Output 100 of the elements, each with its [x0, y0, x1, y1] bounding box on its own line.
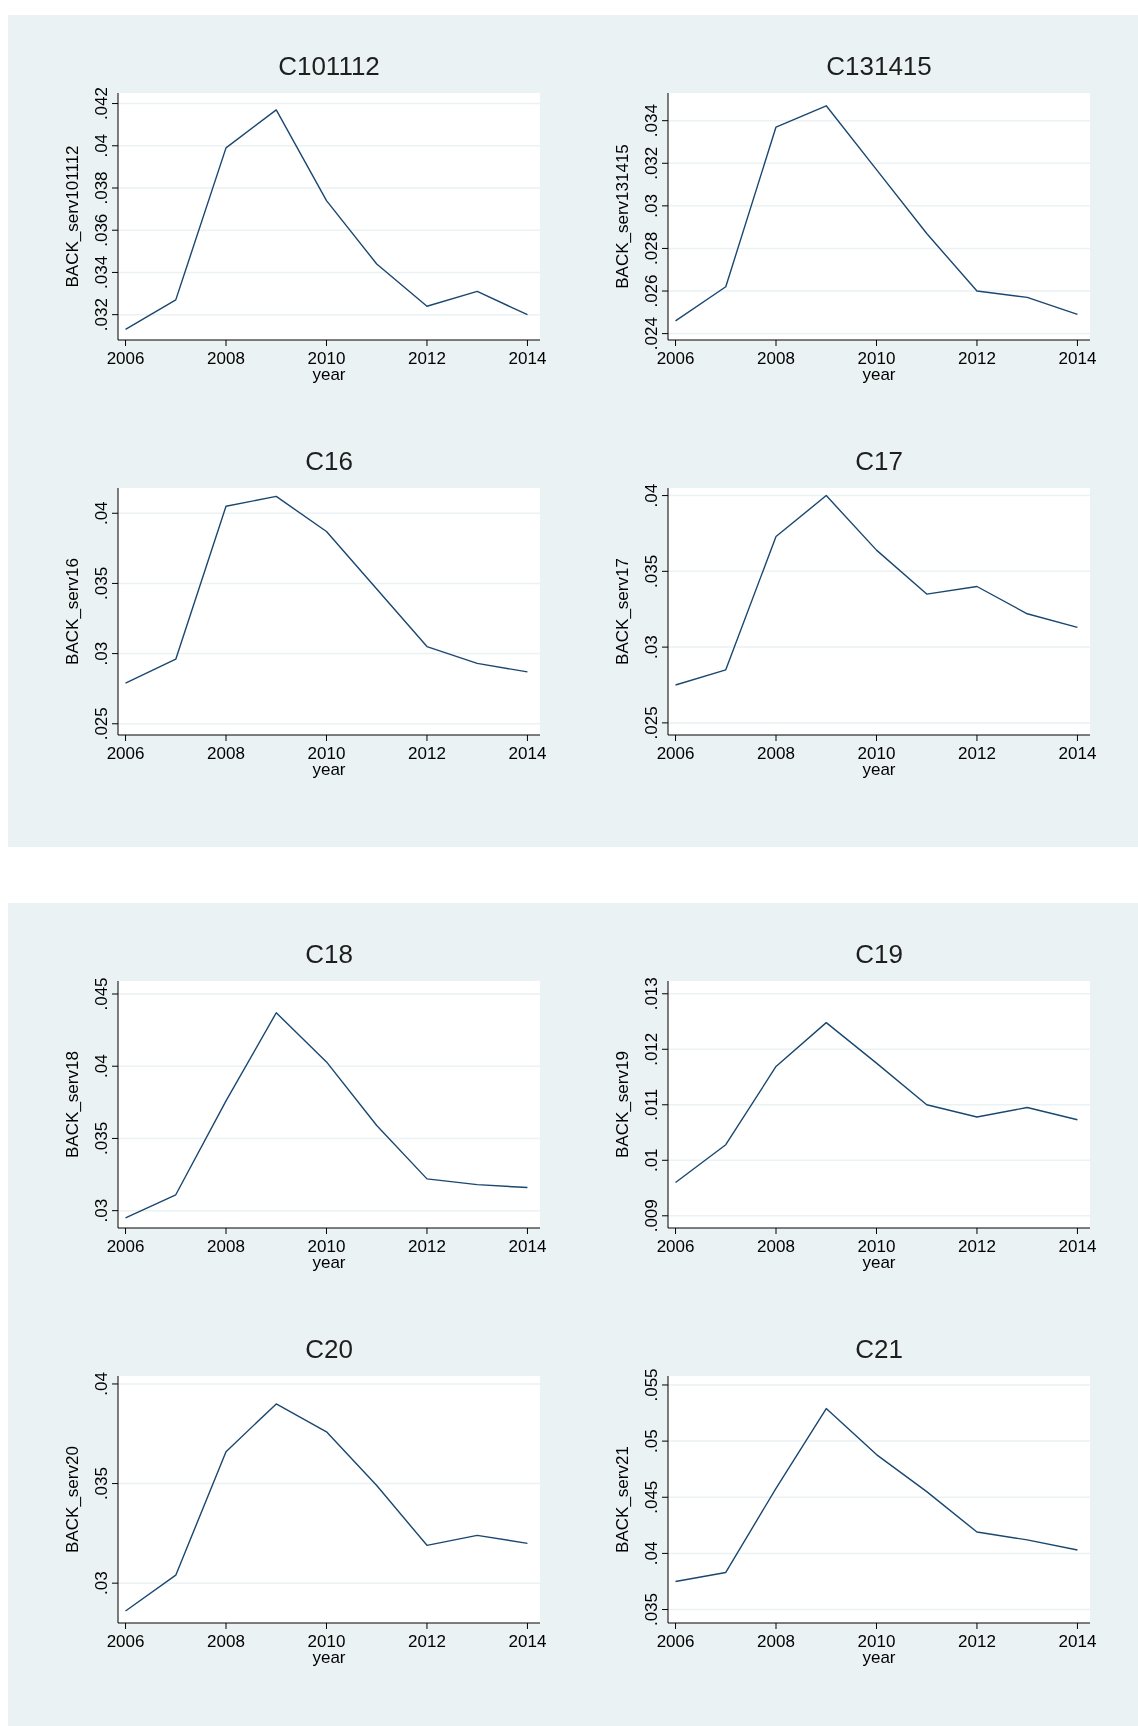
x-tick-label: 2006	[106, 1632, 145, 1651]
x-tick-label: 2010	[857, 1237, 896, 1256]
y-tick-label: .03	[642, 635, 661, 659]
x-tick-label: 2006	[656, 1632, 695, 1651]
y-tick-label: .04	[92, 1372, 111, 1396]
chart-title: C101112	[278, 51, 380, 81]
x-tick-label: 2010	[307, 349, 346, 368]
x-tick-label: 2014	[1058, 1237, 1097, 1256]
x-tick-label: 2008	[757, 744, 795, 763]
line-series	[674, 105, 1079, 322]
y-tick-label: .035	[92, 1121, 111, 1155]
y-tick-label: .026	[642, 274, 661, 308]
x-tick-label: 2014	[1058, 744, 1097, 763]
line-series	[674, 1407, 1079, 1583]
y-tick-label: .025	[642, 706, 661, 740]
y-tick-label: .055	[642, 1368, 661, 1402]
y-tick-label: .035	[642, 1592, 661, 1627]
x-tick-label: 2014	[508, 1237, 547, 1256]
y-tick-label: .03	[92, 1198, 111, 1223]
line-series	[124, 495, 529, 684]
y-tick-label: .04	[642, 1541, 661, 1566]
x-tick-label: 2006	[656, 349, 695, 368]
y-axis-title: BACK_serv16	[63, 558, 82, 665]
y-tick-label: .013	[642, 977, 661, 1011]
y-axis-title: BACK_serv18	[63, 1051, 82, 1158]
y-tick-label: .012	[642, 1032, 661, 1066]
y-tick-label: .032	[642, 146, 661, 180]
x-tick-label: 2006	[106, 1237, 145, 1256]
y-tick-label: .034	[642, 104, 661, 138]
x-tick-label: 2010	[857, 1632, 896, 1651]
y-tick-label: .04	[92, 133, 111, 158]
x-tick-label: 2006	[106, 349, 145, 368]
x-axis-title: year	[862, 365, 896, 384]
y-tick-label: .03	[92, 1571, 111, 1595]
x-tick-label: 2010	[307, 1632, 346, 1651]
x-axis-title: year	[312, 1648, 346, 1667]
x-axis-title: year	[862, 1253, 896, 1272]
y-tick-label: .045	[92, 977, 111, 1011]
x-tick-label: 2012	[958, 1237, 996, 1256]
y-tick-label: .03	[92, 641, 111, 666]
y-tick-label: .028	[642, 231, 661, 265]
y-tick-label: .03	[642, 194, 661, 218]
y-axis-title: BACK_serv17	[613, 558, 632, 665]
chart-title: C21	[855, 1334, 903, 1364]
y-axis-title: BACK_serv19	[613, 1051, 632, 1158]
y-tick-label: .035	[92, 566, 111, 600]
y-tick-label: .024	[642, 317, 661, 351]
y-axis-title: BACK_serv101112	[63, 145, 82, 288]
x-tick-label: 2010	[307, 744, 346, 763]
x-axis-title: year	[862, 1648, 896, 1667]
x-tick-label: 2012	[408, 349, 446, 368]
x-tick-label: 2010	[307, 1237, 346, 1256]
x-tick-label: 2012	[958, 349, 996, 368]
y-tick-label: .04	[642, 483, 661, 508]
y-tick-label: .025	[92, 707, 111, 741]
x-tick-label: 2008	[207, 1632, 245, 1651]
x-axis-title: year	[862, 760, 896, 779]
chart-title: C16	[305, 446, 353, 476]
x-tick-label: 2014	[1058, 349, 1097, 368]
chart-title: C20	[305, 1334, 353, 1364]
x-tick-label: 2006	[656, 744, 695, 763]
x-tick-label: 2006	[656, 1237, 695, 1256]
y-tick-label: .034	[92, 255, 111, 289]
x-axis-title: year	[312, 1253, 346, 1272]
x-tick-label: 2008	[757, 1237, 795, 1256]
line-series	[674, 1021, 1079, 1184]
y-tick-label: .04	[92, 501, 111, 526]
line-series	[124, 1012, 529, 1219]
y-tick-label: .038	[92, 171, 111, 205]
y-tick-label: .035	[92, 1467, 111, 1501]
y-tick-label: .05	[642, 1429, 661, 1453]
y-axis-title: BACK_serv21	[613, 1446, 632, 1553]
x-tick-label: 2008	[207, 1237, 245, 1256]
chart-title: C17	[855, 446, 903, 476]
x-tick-label: 2012	[958, 744, 996, 763]
chart-title: C19	[855, 939, 903, 969]
x-tick-label: 2014	[1058, 1632, 1097, 1651]
x-tick-label: 2008	[757, 349, 795, 368]
x-tick-label: 2012	[408, 744, 446, 763]
x-tick-label: 2006	[106, 744, 145, 763]
x-tick-label: 2010	[857, 349, 896, 368]
x-tick-label: 2008	[207, 744, 245, 763]
line-series	[124, 1403, 529, 1612]
x-tick-label: 2008	[757, 1632, 795, 1651]
y-tick-label: .011	[642, 1088, 661, 1121]
x-tick-label: 2014	[508, 1632, 547, 1651]
y-tick-label: .04	[92, 1054, 111, 1079]
x-tick-label: 2014	[508, 349, 547, 368]
x-tick-label: 2012	[408, 1632, 446, 1651]
chart-title: C131415	[826, 51, 932, 81]
y-tick-label: .035	[642, 554, 661, 588]
y-axis-title: BACK_serv131415	[613, 144, 632, 289]
line-series	[674, 494, 1079, 686]
y-axis-title: BACK_serv20	[63, 1446, 82, 1553]
x-axis-title: year	[312, 760, 346, 779]
x-tick-label: 2012	[958, 1632, 996, 1651]
x-axis-title: year	[312, 365, 346, 384]
line-series	[124, 109, 529, 331]
y-tick-label: .032	[92, 298, 111, 332]
x-tick-label: 2010	[857, 744, 896, 763]
